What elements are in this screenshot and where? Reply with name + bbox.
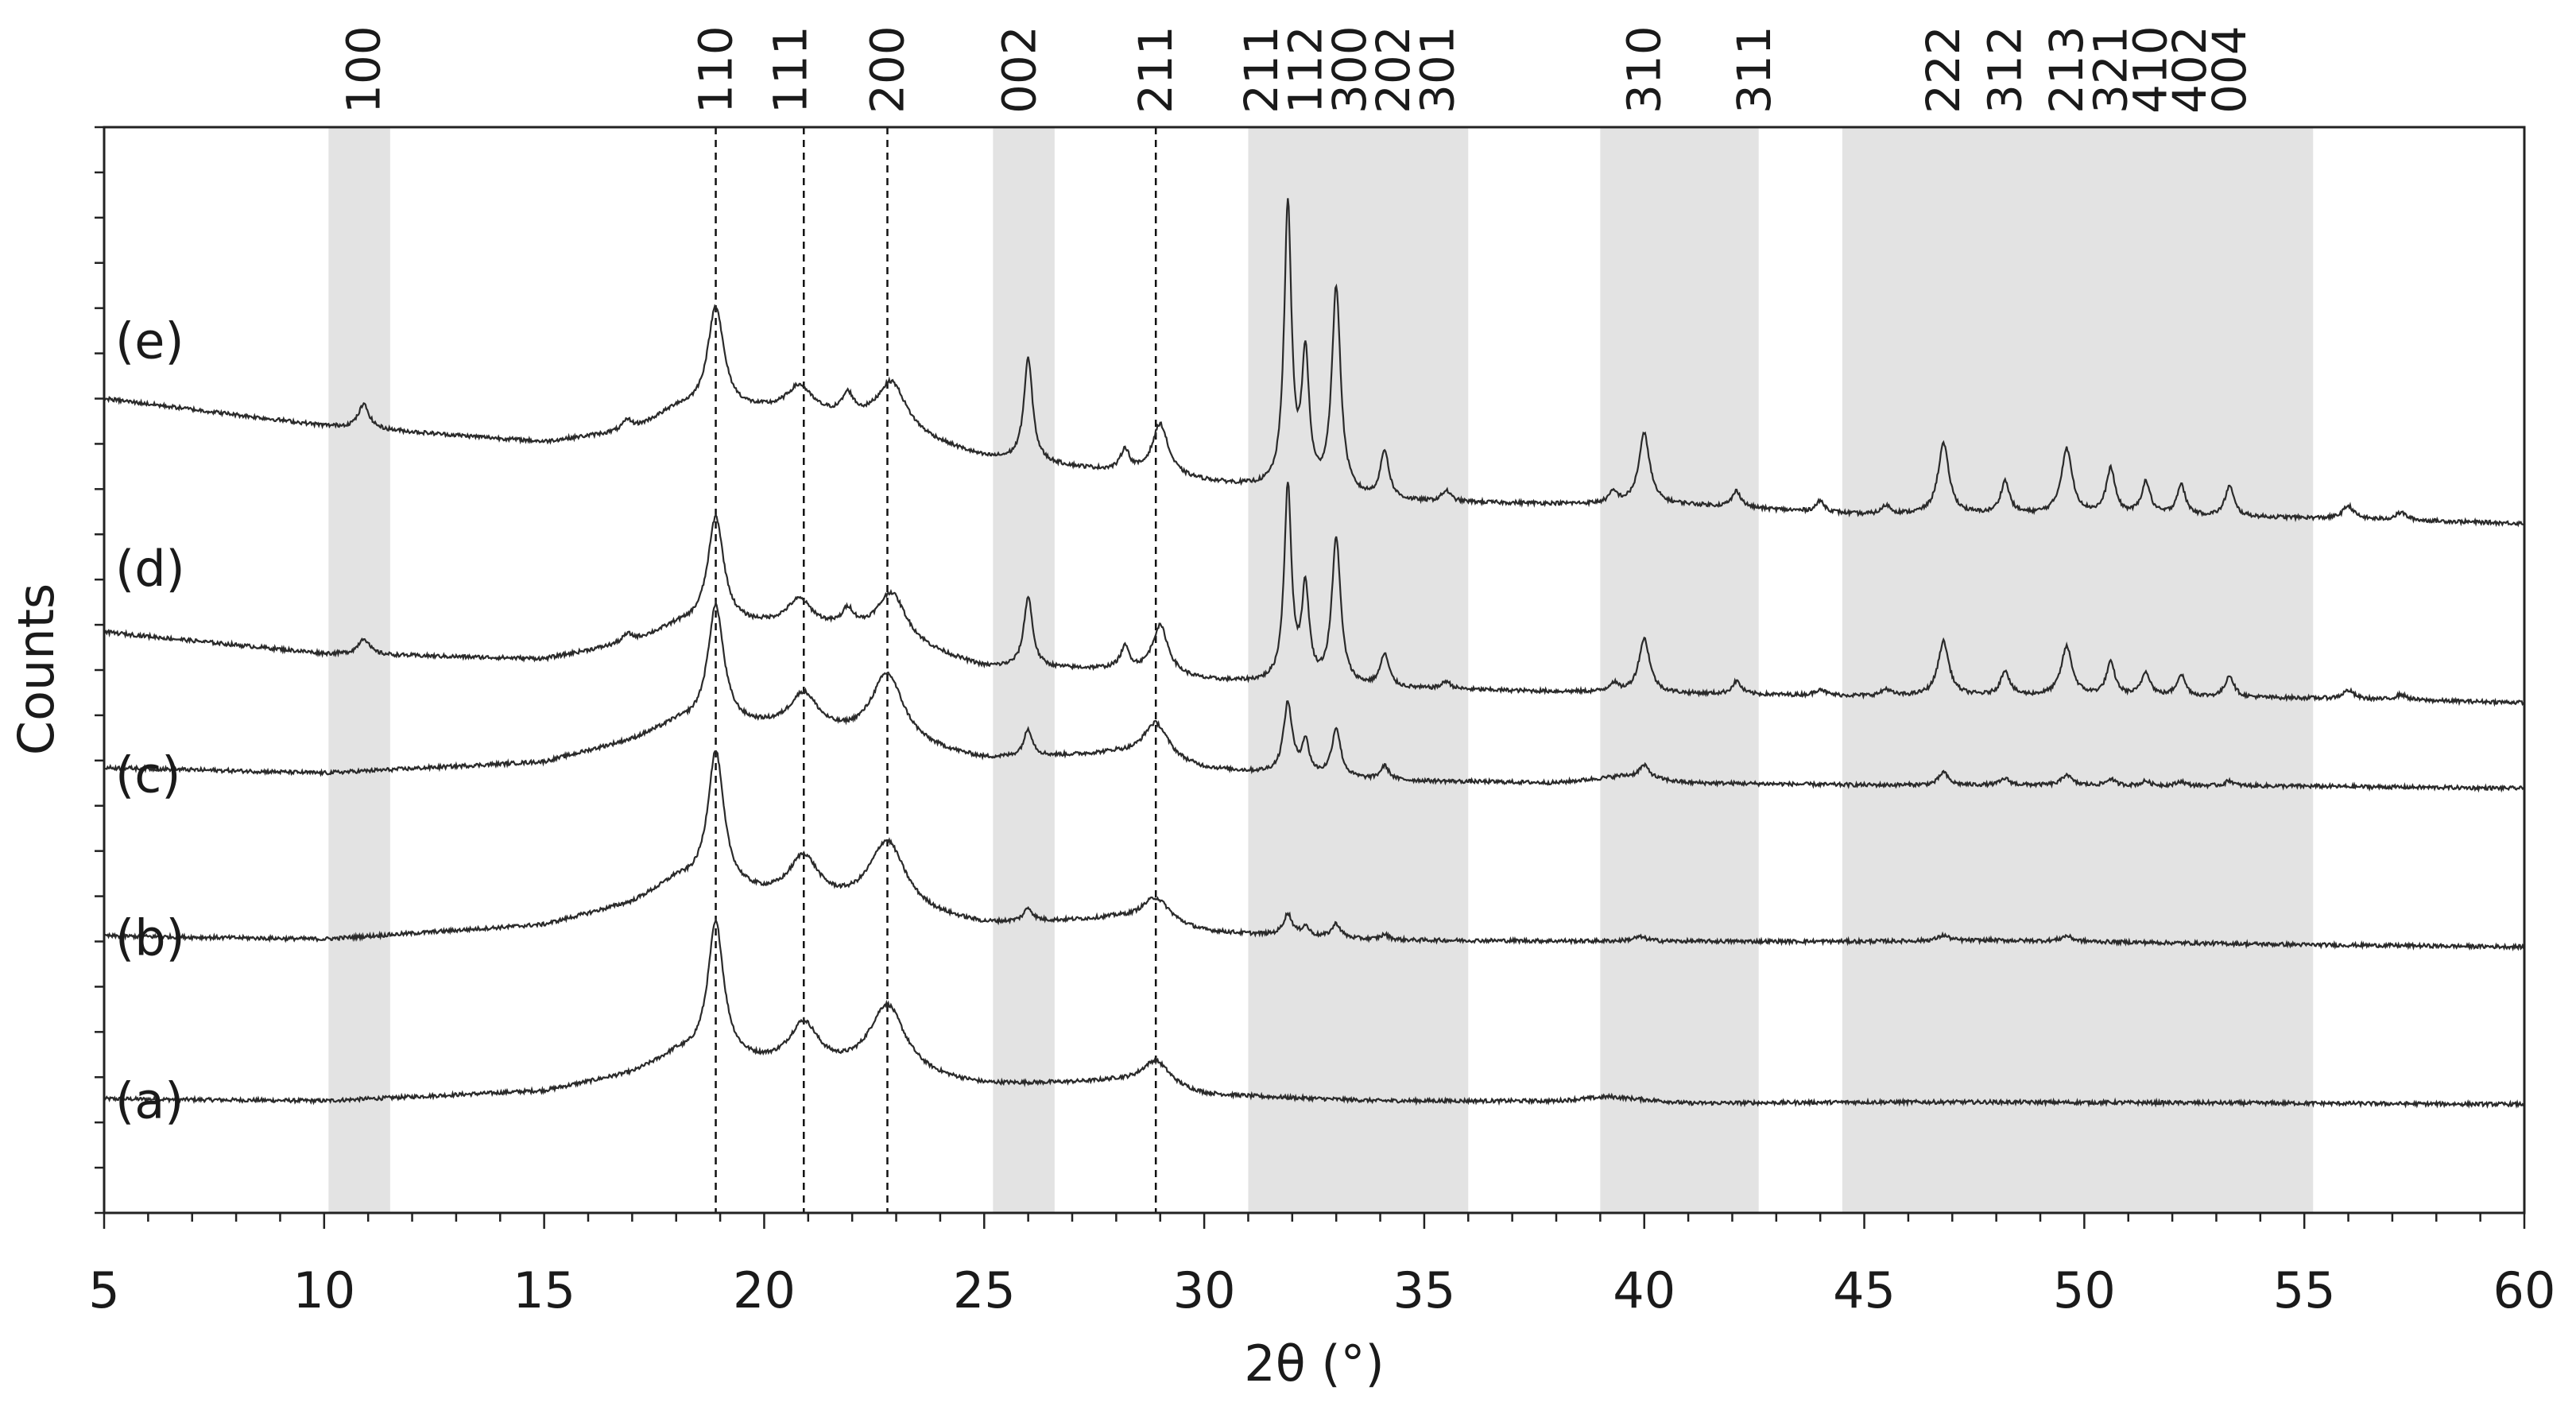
- shaded-region-3: [1248, 127, 1469, 1213]
- hkl-label-222-13: 222: [1916, 25, 1970, 114]
- x-tick-label-10: 10: [292, 1261, 355, 1319]
- x-tick-label-35: 35: [1393, 1261, 1455, 1319]
- shaded-region-1: [328, 127, 390, 1213]
- hkl-label-200-3: 200: [860, 25, 914, 114]
- series-b-line: [103, 750, 2525, 951]
- hkl-label-211-6: 211: [1234, 25, 1288, 114]
- hkl-label-111-2: 111: [764, 25, 818, 114]
- series-label-e: (e): [115, 312, 184, 370]
- series-label-b: (b): [115, 909, 185, 967]
- xrd-curves: [103, 198, 2526, 1110]
- x-axis-ticks: 5 10 15 20 25 30 35 40 45 50 55 60: [88, 1213, 2555, 1319]
- reference-lines: [715, 127, 1157, 1213]
- x-tick-label-60: 60: [2493, 1261, 2556, 1319]
- hkl-label-100-0: 100: [337, 25, 391, 114]
- series-e-line: [103, 198, 2525, 528]
- x-tick-label-20: 20: [733, 1261, 796, 1319]
- hkl-label-112-7: 112: [1278, 25, 1332, 114]
- series-d-line: [103, 482, 2526, 707]
- hkl-label-410-17: 410: [2123, 25, 2177, 114]
- x-tick-label-15: 15: [513, 1261, 575, 1319]
- x-tick-label-25: 25: [953, 1261, 1016, 1319]
- shaded-regions: [328, 127, 2314, 1213]
- series-labels: (a) (b) (c) (d) (e): [115, 312, 185, 1129]
- hkl-label-311-12: 311: [1727, 25, 1781, 114]
- series-label-d: (d): [115, 540, 185, 598]
- hkl-label-312-14: 312: [1978, 25, 2032, 114]
- x-tick-label-45: 45: [1833, 1261, 1896, 1319]
- hkl-label-301-10: 301: [1411, 25, 1465, 114]
- x-tick-label-40: 40: [1613, 1261, 1675, 1319]
- hkl-label-213-15: 213: [2039, 25, 2094, 114]
- hkl-label-402-18: 402: [2163, 25, 2217, 114]
- x-tick-label-50: 50: [2053, 1261, 2116, 1319]
- x-tick-label-30: 30: [1173, 1261, 1236, 1319]
- x-axis-title: 2θ (°): [1244, 1335, 1384, 1393]
- series-label-c: (c): [115, 746, 180, 804]
- shaded-region-4: [1600, 127, 1759, 1213]
- y-axis-title: Counts: [7, 583, 65, 755]
- series-c-line: [103, 600, 2526, 793]
- y-axis-ticks: [95, 126, 104, 1214]
- hkl-label-310-11: 310: [1617, 25, 1671, 114]
- hkl-label-110-1: 110: [689, 25, 743, 114]
- hkl-label-002-4: 002: [993, 25, 1047, 114]
- shaded-region-5: [1842, 127, 2314, 1213]
- hkl-label-211-5: 211: [1129, 25, 1183, 114]
- hkl-label-300-8: 300: [1323, 25, 1377, 114]
- x-tick-label-55: 55: [2273, 1261, 2336, 1319]
- hkl-label-321-16: 321: [2084, 25, 2138, 114]
- series-label-a: (a): [115, 1071, 184, 1129]
- hkl-label-004-19: 004: [2202, 25, 2256, 114]
- shaded-region-2: [993, 127, 1055, 1213]
- x-tick-label-5: 5: [88, 1261, 119, 1319]
- series-a-line: [103, 918, 2525, 1110]
- hkl-label-202-9: 202: [1366, 25, 1420, 114]
